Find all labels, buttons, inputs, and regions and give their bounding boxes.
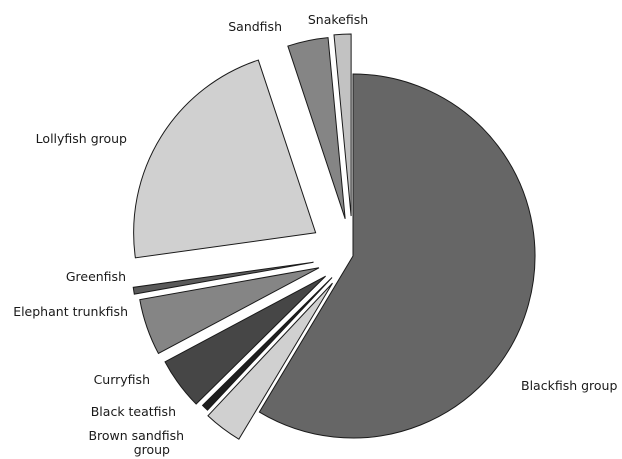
pie-slice-lollyfish-group: [133, 59, 317, 259]
pie-slice-brown-sandfish-group: [207, 282, 333, 440]
pie-slice-curryfish: [164, 275, 326, 405]
pie-label-greenfish: Greenfish: [66, 269, 126, 284]
pie-label-blackfish-group: Blackfish group: [521, 378, 617, 393]
pie-labels: Blackfish group Brown sandfish group Black …: [13, 12, 617, 457]
pie-label-elephant-trunkfish: Elephant trunkfish: [13, 304, 128, 319]
pie-slice-snakefish: [333, 33, 352, 217]
pie-label-snakefish: Snakefish: [308, 12, 368, 27]
pie-slice-blackfish-group: [258, 73, 536, 439]
pie-slice-sandfish: [287, 37, 346, 219]
pie-slice-elephant-trunkfish: [139, 267, 320, 355]
pie-label-black-teatfish: Black teatfish: [91, 404, 176, 419]
pie-label-brown-sandfish-group: Brown sandfish group: [88, 428, 184, 457]
pie-label-lollyfish-group: Lollyfish group: [36, 131, 127, 146]
pie-slice-greenfish: [132, 261, 314, 295]
pie-slice-black-teatfish: [201, 277, 333, 411]
pie-label-curryfish: Curryfish: [94, 372, 150, 387]
pie-slices: [132, 33, 536, 440]
pie-label-sandfish: Sandfish: [228, 19, 282, 34]
